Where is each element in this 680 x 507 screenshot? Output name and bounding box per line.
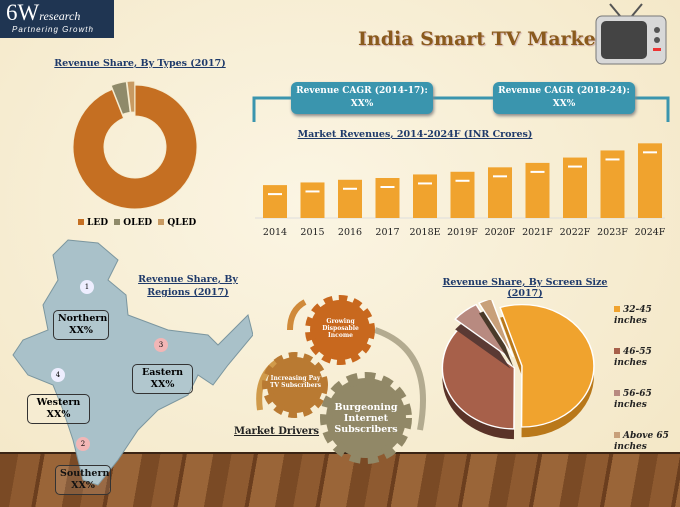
bar-marker [530,170,545,173]
revenue-bar-chart: 2014 2015 2016 2017 2018E 2019F 2020F 2021F 2022… [255,143,666,238]
pin-1-icon: 1 [80,280,94,294]
pin-3-icon: 3 [154,338,168,352]
legend-led: LED [78,218,108,228]
pin-4-icon: 4 [51,368,65,382]
bar-marker [418,182,432,185]
x-tick-label: 2022F [560,227,591,238]
cagr-2014-17-badge: Revenue CAGR (2014-17): XX% [291,82,433,114]
region-eastern: Eastern XX% [132,364,193,394]
region-northern: Northern XX% [53,310,109,340]
driver-internet: Burgeoning Internet Subscribers [334,402,398,435]
bar-marker [643,151,657,154]
bar-2022F [563,157,587,218]
types-donut-chart [72,80,198,210]
pie-slice-2 [454,303,512,359]
x-tick-label: 2017 [375,227,399,238]
legend-above-65: Above 65 inches [614,431,669,452]
bar-marker [605,158,620,161]
bar-marker [455,179,470,182]
bar-2024F [638,143,662,218]
x-tick-label: 2023F [597,227,628,238]
pie-side [478,308,514,368]
revenue-chart-title: Market Revenues, 2014-2024F (INR Crores) [297,129,533,140]
donut-slice-led [72,84,198,210]
screen-legend: 32-45 inches 46-55 inches 56-65 inches A… [614,305,680,453]
x-tick-label: 2021F [522,227,553,238]
screen-chart-title: Revenue Share, By Screen Size (2017) [442,277,608,299]
bar-2017 [375,178,400,218]
pie-slice-0 [499,303,595,428]
types-chart-title: Revenue Share, By Types (2017) [54,58,226,69]
x-tick-label: 2019F [447,227,478,238]
bar-marker [568,165,582,168]
bar-marker [343,187,357,190]
driver-pay-tv: Increasing Pay TV Subscribers [269,375,322,389]
legend-32-45: 32-45 inches [614,305,652,326]
x-tick-label: 2018E [409,227,440,238]
types-legend: LED OLED QLED [78,218,196,228]
bar-marker [305,190,320,193]
donut-slice-qled [126,80,136,113]
driver-disposable-income: Growing Disposable Income [322,318,359,339]
x-tick-label: 2024F [635,227,666,238]
x-tick-label: 2016 [338,227,362,238]
page-title: India Smart TV Market [358,28,605,50]
legend-oled: OLED [114,218,152,228]
bar-marker [493,175,507,178]
bar-2019F [450,171,475,218]
tv-icon [595,3,667,65]
drivers-gears [256,295,426,464]
legend-46-55: 46-55 inches [614,347,652,368]
region-southern: Southern XX% [55,465,111,495]
bar-2018E [413,174,437,218]
cagr-bracket [252,96,670,122]
cagr-2018-24-badge: Revenue CAGR (2018-24): XX% [493,82,635,114]
regions-title: Revenue Share, By Regions (2017) [138,274,238,298]
bar-marker [380,186,395,188]
x-tick-label: 2020F [485,227,516,238]
x-tick-label: 2015 [300,227,324,238]
screen-size-pie-chart [441,300,595,440]
x-tick-label: 2014 [263,227,287,238]
region-western: Western XX% [27,394,90,424]
bar-2020F [488,167,512,218]
logo: 6Wresearch Partnering Growth [0,0,114,38]
donut-slice-oled [110,81,131,115]
legend-qled: QLED [158,218,196,228]
bar-2014 [263,185,287,218]
pie-slice-1 [441,327,516,430]
bar-2016 [338,179,362,218]
bar-2023F [600,150,625,218]
legend-56-65: 56-65 inches [614,389,652,410]
drivers-title: Market Drivers [234,426,320,437]
pin-2-icon: 2 [76,437,90,451]
bar-marker [268,193,282,196]
pie-slice-3 [477,300,515,358]
bar-2015 [300,182,325,218]
